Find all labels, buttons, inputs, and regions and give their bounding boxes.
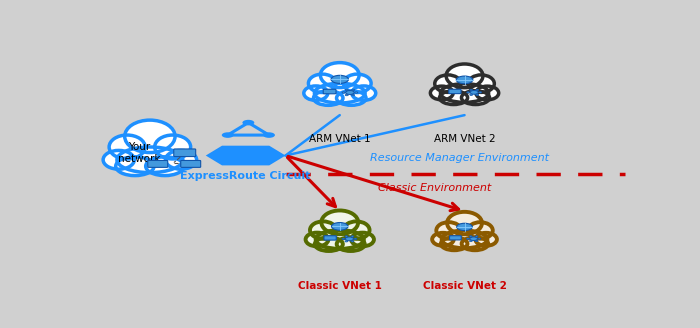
Circle shape: [479, 92, 482, 93]
Ellipse shape: [430, 86, 453, 100]
Ellipse shape: [125, 120, 175, 153]
Ellipse shape: [468, 75, 494, 92]
Circle shape: [470, 94, 473, 95]
Ellipse shape: [441, 237, 468, 250]
FancyBboxPatch shape: [174, 149, 196, 156]
Text: Your
network: Your network: [118, 142, 160, 164]
Ellipse shape: [343, 221, 370, 239]
Text: Classic Environment: Classic Environment: [378, 183, 491, 193]
Ellipse shape: [344, 74, 371, 92]
Polygon shape: [206, 146, 286, 165]
Ellipse shape: [475, 233, 497, 246]
Ellipse shape: [306, 233, 328, 246]
Circle shape: [470, 236, 473, 237]
Circle shape: [470, 91, 478, 94]
Circle shape: [345, 236, 348, 237]
Ellipse shape: [310, 221, 336, 239]
Ellipse shape: [442, 231, 487, 248]
Circle shape: [342, 92, 345, 93]
Ellipse shape: [461, 237, 488, 250]
Ellipse shape: [309, 74, 336, 92]
Ellipse shape: [461, 91, 489, 105]
Circle shape: [345, 241, 348, 242]
FancyBboxPatch shape: [449, 236, 461, 240]
Ellipse shape: [304, 86, 328, 100]
Circle shape: [331, 75, 349, 83]
Ellipse shape: [352, 86, 376, 100]
FancyBboxPatch shape: [323, 89, 336, 94]
Ellipse shape: [351, 233, 374, 246]
Circle shape: [345, 237, 354, 241]
FancyBboxPatch shape: [148, 160, 168, 167]
Ellipse shape: [315, 237, 343, 251]
Circle shape: [345, 94, 349, 96]
Circle shape: [467, 238, 470, 239]
Text: Classic VNet 1: Classic VNet 1: [298, 280, 382, 291]
Circle shape: [470, 237, 477, 240]
Ellipse shape: [116, 157, 154, 175]
Circle shape: [242, 120, 254, 125]
Ellipse shape: [440, 91, 468, 105]
Text: Resource Manager Environment: Resource Manager Environment: [370, 153, 549, 163]
Circle shape: [354, 238, 357, 239]
Ellipse shape: [446, 64, 483, 88]
Text: ExpressRoute Circuit: ExpressRoute Circuit: [181, 171, 311, 181]
Ellipse shape: [468, 222, 493, 239]
Circle shape: [355, 92, 358, 93]
Ellipse shape: [447, 212, 482, 234]
Circle shape: [476, 94, 479, 95]
Ellipse shape: [165, 151, 197, 169]
Ellipse shape: [146, 157, 184, 175]
Ellipse shape: [432, 233, 454, 246]
Ellipse shape: [155, 135, 190, 159]
Circle shape: [456, 76, 473, 84]
FancyBboxPatch shape: [324, 236, 336, 240]
Circle shape: [475, 236, 478, 237]
Circle shape: [476, 89, 479, 91]
Ellipse shape: [436, 222, 461, 239]
Circle shape: [345, 89, 349, 91]
Circle shape: [351, 241, 354, 242]
Text: ARM VNet 2: ARM VNet 2: [434, 134, 496, 144]
Circle shape: [332, 222, 348, 230]
Circle shape: [470, 240, 473, 242]
Ellipse shape: [321, 211, 358, 234]
Circle shape: [351, 94, 355, 96]
Circle shape: [342, 238, 345, 239]
Ellipse shape: [440, 84, 489, 102]
Text: Classic VNet 2: Classic VNet 2: [423, 280, 507, 291]
Circle shape: [470, 89, 473, 91]
Ellipse shape: [316, 230, 364, 249]
Ellipse shape: [476, 86, 498, 100]
Ellipse shape: [337, 237, 365, 251]
FancyBboxPatch shape: [181, 160, 201, 167]
Ellipse shape: [103, 151, 134, 169]
Circle shape: [351, 236, 354, 237]
Circle shape: [351, 89, 355, 91]
Ellipse shape: [314, 83, 365, 103]
Ellipse shape: [435, 75, 461, 92]
Circle shape: [222, 132, 234, 138]
Ellipse shape: [109, 135, 145, 159]
Ellipse shape: [314, 91, 343, 105]
Circle shape: [263, 132, 275, 138]
Circle shape: [475, 240, 478, 242]
Circle shape: [346, 91, 354, 94]
Text: ARM VNet 1: ARM VNet 1: [309, 134, 370, 144]
Ellipse shape: [337, 91, 366, 105]
Circle shape: [467, 92, 470, 93]
FancyBboxPatch shape: [449, 89, 461, 93]
Circle shape: [478, 238, 481, 239]
Ellipse shape: [321, 63, 359, 88]
Ellipse shape: [117, 147, 183, 173]
Circle shape: [456, 223, 473, 231]
